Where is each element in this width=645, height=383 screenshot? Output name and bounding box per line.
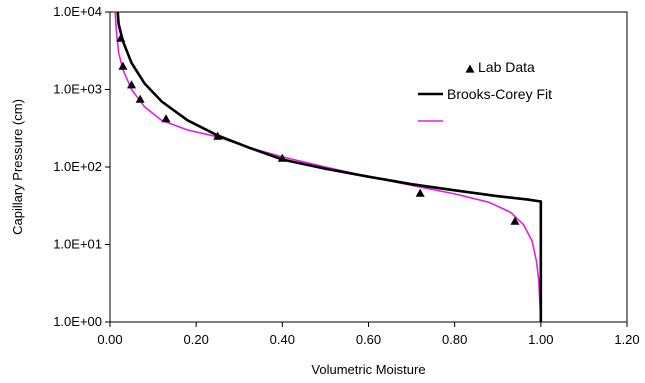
data-point-triangle	[127, 80, 137, 89]
series-layer	[114, 12, 543, 322]
y-axis: 1.0E+00 1.0E+01 1.0E+02 1.0E+03 1.0E+04	[53, 4, 110, 329]
data-point-triangle	[161, 114, 171, 123]
data-point-triangle	[213, 131, 223, 140]
legend-label: Brooks-Corey Fit	[447, 86, 552, 102]
y-tick-label: 1.0E+03	[53, 82, 102, 97]
x-tick-label: 0.20	[184, 332, 209, 347]
legend: Lab Data Brooks-Corey Fit	[418, 59, 552, 122]
plot-area	[109, 11, 628, 323]
y-tick-label: 1.0E+02	[53, 159, 102, 174]
y-tick-label: 1.0E+01	[53, 237, 102, 252]
data-point-triangle	[510, 216, 520, 225]
data-point-triangle	[135, 94, 145, 103]
y-axis-title: Capillary Pressure (cm)	[10, 99, 25, 235]
x-tick-label: 0.00	[97, 332, 122, 347]
x-tick-label: 0.60	[356, 332, 381, 347]
x-tick-label: 1.20	[614, 332, 639, 347]
data-point-triangle	[415, 188, 425, 197]
data-point-triangle	[277, 153, 287, 162]
data-point-triangle	[116, 33, 126, 42]
x-axis: 0.00 0.20 0.40 0.60 0.80 1.00 1.20	[97, 322, 640, 347]
x-tick-label: 0.80	[442, 332, 467, 347]
plot-frame	[109, 11, 628, 323]
y-tick-label: 1.0E+00	[53, 314, 102, 329]
legend-marker-triangle	[465, 64, 475, 73]
x-tick-label: 0.40	[270, 332, 295, 347]
x-tick-label: 1.00	[528, 332, 553, 347]
y-tick-label: 1.0E+04	[53, 4, 102, 19]
x-axis-title: Volumetric Moisture	[311, 362, 425, 377]
data-point-triangle	[118, 61, 128, 70]
legend-label: Lab Data	[478, 59, 535, 75]
series-line-unnamed	[114, 12, 542, 322]
